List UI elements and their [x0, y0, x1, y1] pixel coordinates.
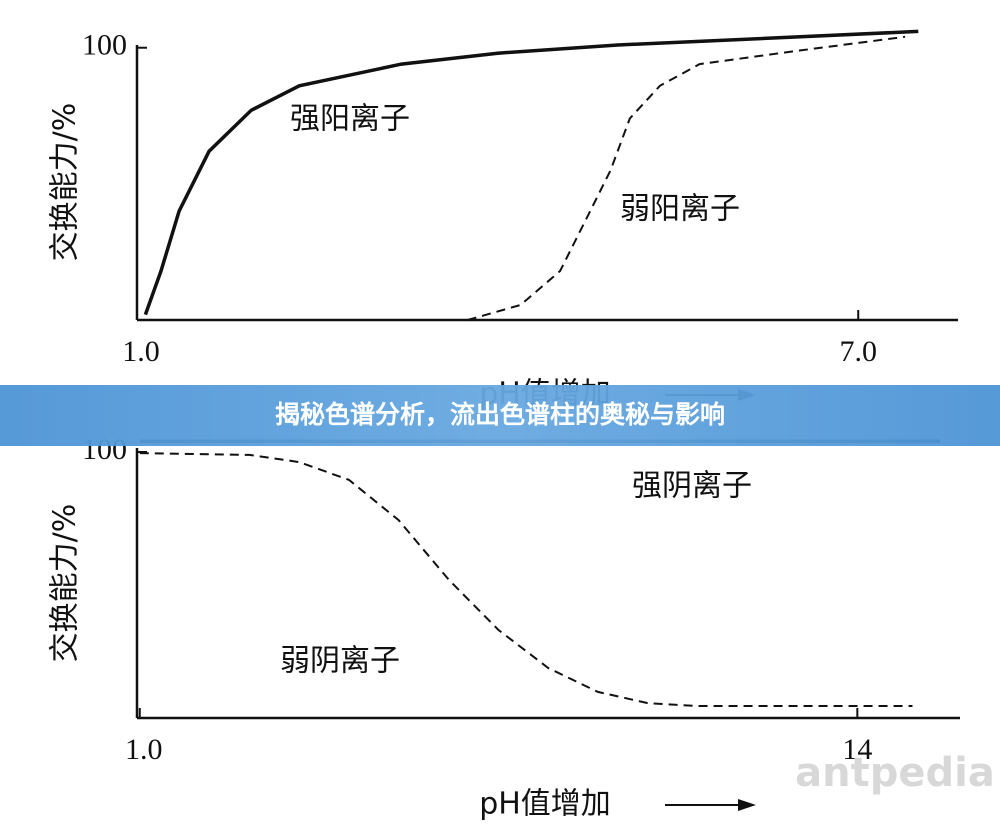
- series-label: 强阴离子: [632, 469, 752, 504]
- y-tick-label: 100: [82, 29, 127, 62]
- x-tick-label: 1.0: [125, 733, 163, 766]
- watermark: antpedia: [795, 750, 995, 796]
- series-line: [467, 35, 906, 321]
- x-arrow-head: [738, 799, 756, 811]
- y-axis-label: 交换能力/%: [48, 103, 83, 262]
- x-axis-label: pH值增加: [479, 787, 611, 822]
- banner: [0, 385, 1000, 446]
- series-line: [143, 29, 919, 316]
- y-axis-label: 交换能力/%: [48, 504, 83, 663]
- series-label: 弱阴离子: [280, 644, 400, 679]
- banner-title: 揭秘色谱分析，流出色谱柱的奥秘与影响: [275, 400, 725, 429]
- x-tick-label: 7.0: [839, 335, 877, 368]
- series-line: [139, 452, 913, 707]
- series-label: 强阳离子: [290, 102, 410, 137]
- series-label: 弱阳离子: [620, 192, 740, 227]
- x-tick-label: 14: [842, 733, 872, 766]
- x-tick-label: 1.0: [122, 335, 160, 368]
